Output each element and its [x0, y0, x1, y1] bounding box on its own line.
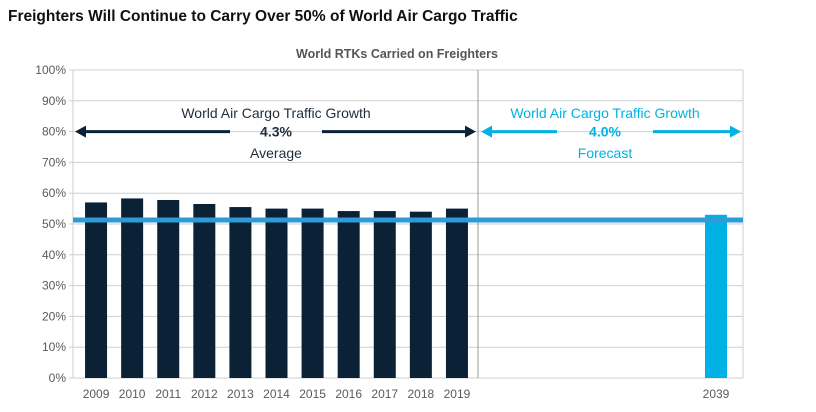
y-tick-label: 0% — [49, 371, 67, 385]
chart-title: World RTKs Carried on Freighters — [296, 47, 498, 61]
page-title: Freighters Will Continue to Carry Over 5… — [8, 8, 518, 25]
forecast-arrowhead-left — [481, 125, 492, 138]
x-axis-ticks: 2009 2010 2011 2012 2013 2014 2015 2016 2017 2018… — [83, 387, 730, 401]
y-tick-label: 10% — [42, 340, 66, 354]
annotations: World Air Cargo Traffic Growth 4.3% Averag… — [75, 105, 741, 161]
x-tick-label: 2018 — [408, 387, 435, 401]
y-tick-label: 100% — [35, 63, 66, 77]
bar-2019 — [445, 208, 468, 378]
y-tick-label: 90% — [42, 94, 66, 108]
y-tick-label: 50% — [42, 217, 66, 231]
bar-2018 — [409, 211, 432, 378]
forecast-arrowhead-right — [730, 125, 741, 138]
x-tick-label: 2017 — [371, 387, 398, 401]
bar-2012 — [193, 203, 216, 378]
y-tick-label: 80% — [42, 125, 66, 139]
x-tick-label: 2009 — [83, 387, 110, 401]
bar-2013 — [229, 207, 252, 378]
bar-2011 — [157, 199, 180, 378]
x-tick-label: 2016 — [335, 387, 362, 401]
bar-2010 — [121, 198, 144, 378]
forecast-annotation-label: World Air Cargo Traffic Growth — [510, 105, 699, 121]
historical-arrowhead-left — [75, 125, 86, 138]
x-tick-label: 2010 — [119, 387, 146, 401]
bar-2039 — [705, 214, 727, 378]
x-tick-label: 2039 — [703, 387, 730, 401]
historical-annotation-label: World Air Cargo Traffic Growth — [181, 105, 370, 121]
historical-annotation-caption: Average — [250, 145, 302, 161]
bar-2014 — [265, 208, 288, 378]
x-tick-label: 2012 — [191, 387, 218, 401]
y-tick-label: 40% — [42, 248, 66, 262]
forecast-annotation-caption: Forecast — [578, 145, 633, 161]
bar-2017 — [373, 211, 396, 378]
y-axis-ticks: 0% 10% 20% 30% 40% 50% 60% 70% 80% 90% 100% — [35, 63, 66, 385]
x-tick-label: 2011 — [155, 387, 181, 401]
historical-arrowhead-right — [465, 125, 476, 138]
x-tick-label: 2015 — [299, 387, 326, 401]
x-tick-label: 2013 — [227, 387, 254, 401]
historical-growth-value: 4.3% — [260, 124, 292, 140]
x-tick-label: 2019 — [444, 387, 471, 401]
bar-2015 — [301, 208, 324, 378]
bar-2009 — [85, 202, 108, 378]
y-tick-label: 70% — [42, 155, 66, 169]
bar-2016 — [337, 211, 360, 378]
y-tick-label: 60% — [42, 186, 66, 200]
bars — [85, 198, 727, 378]
y-tick-label: 20% — [42, 309, 66, 323]
y-tick-label: 30% — [42, 279, 66, 293]
forecast-growth-value: 4.0% — [589, 124, 621, 140]
x-tick-label: 2014 — [263, 387, 290, 401]
